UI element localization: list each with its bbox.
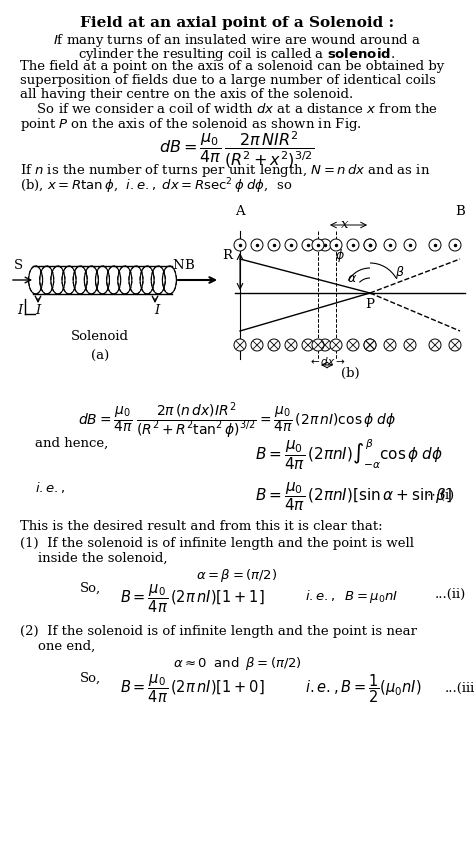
- Circle shape: [364, 339, 376, 351]
- Text: R: R: [222, 249, 232, 261]
- Text: $\alpha = \beta = (\pi/2)$: $\alpha = \beta = (\pi/2)$: [196, 567, 278, 584]
- Circle shape: [429, 239, 441, 251]
- Text: $i.e.,$: $i.e.,$: [35, 480, 65, 495]
- Text: N: N: [172, 259, 184, 272]
- Text: A: A: [235, 205, 245, 218]
- Circle shape: [302, 239, 314, 251]
- Text: point $P$ on the axis of the solenoid as shown in Fig.: point $P$ on the axis of the solenoid as…: [20, 116, 362, 133]
- Circle shape: [347, 339, 359, 351]
- Text: Field at an axial point of a Solenoid :: Field at an axial point of a Solenoid :: [80, 16, 394, 30]
- Text: P: P: [365, 298, 374, 311]
- Circle shape: [384, 239, 396, 251]
- Circle shape: [364, 239, 376, 251]
- Circle shape: [347, 239, 359, 251]
- Circle shape: [429, 339, 441, 351]
- Circle shape: [268, 339, 280, 351]
- Circle shape: [404, 339, 416, 351]
- Circle shape: [285, 239, 297, 251]
- Circle shape: [234, 239, 246, 251]
- Circle shape: [285, 339, 297, 351]
- Text: $i.e., B = \dfrac{1}{2}(\mu_0 nI)$: $i.e., B = \dfrac{1}{2}(\mu_0 nI)$: [305, 672, 421, 704]
- Text: superposition of fields due to a large number of identical coils: superposition of fields due to a large n…: [20, 74, 436, 87]
- Text: x: x: [341, 218, 349, 231]
- Text: The field at a point on the axis of a solenoid can be obtained by: The field at a point on the axis of a so…: [20, 60, 444, 73]
- Text: I: I: [36, 303, 41, 316]
- Circle shape: [330, 239, 342, 251]
- Text: So,: So,: [80, 582, 101, 595]
- Text: I: I: [18, 303, 23, 316]
- Circle shape: [312, 239, 324, 251]
- Circle shape: [319, 239, 331, 251]
- Text: inside the solenoid,: inside the solenoid,: [38, 552, 167, 565]
- Text: $\phi$: $\phi$: [335, 247, 345, 263]
- Circle shape: [449, 339, 461, 351]
- Circle shape: [330, 339, 342, 351]
- Text: $\leftarrow dx\rightarrow$: $\leftarrow dx\rightarrow$: [308, 355, 346, 367]
- Text: ...(iii): ...(iii): [445, 682, 474, 695]
- Circle shape: [404, 239, 416, 251]
- Circle shape: [268, 239, 280, 251]
- Text: B: B: [184, 259, 194, 272]
- Text: I: I: [155, 303, 160, 316]
- Text: So,: So,: [80, 672, 101, 685]
- Text: $i.e.,\;\;B = \mu_0 nI$: $i.e.,\;\;B = \mu_0 nI$: [305, 588, 398, 605]
- Circle shape: [364, 339, 376, 351]
- Text: $\beta$: $\beta$: [395, 263, 405, 280]
- Text: $\cdots$(i): $\cdots$(i): [426, 488, 455, 503]
- Circle shape: [319, 339, 331, 351]
- Text: $dB = \dfrac{\mu_0}{4\pi}\,\dfrac{2\pi\, NIR^2}{(R^2+x^2)^{3/2}}$: $dB = \dfrac{\mu_0}{4\pi}\,\dfrac{2\pi\,…: [159, 130, 315, 171]
- Circle shape: [449, 239, 461, 251]
- Text: So if we consider a coil of width $dx$ at a distance $x$ from the: So if we consider a coil of width $dx$ a…: [20, 102, 438, 116]
- Circle shape: [312, 339, 324, 351]
- Text: B: B: [455, 205, 465, 218]
- Text: $B = \dfrac{\mu_0}{4\pi}\,(2\pi\,nI)[1+0]$: $B = \dfrac{\mu_0}{4\pi}\,(2\pi\,nI)[1+0…: [120, 672, 264, 704]
- Text: S: S: [13, 259, 23, 272]
- Text: $\it{I}$f many turns of an insulated wire are wound around a: $\it{I}$f many turns of an insulated wir…: [53, 32, 421, 49]
- Circle shape: [251, 239, 263, 251]
- Text: This is the desired result and from this it is clear that:: This is the desired result and from this…: [20, 520, 383, 533]
- Text: $B = \dfrac{\mu_0}{4\pi}\,(2\pi nI)\int_{-\alpha}^{\beta}\cos\phi\;d\phi$: $B = \dfrac{\mu_0}{4\pi}\,(2\pi nI)\int_…: [255, 437, 443, 471]
- Text: (1)  If the solenoid is of infinite length and the point is well: (1) If the solenoid is of infinite lengt…: [20, 537, 414, 550]
- Text: and hence,: and hence,: [35, 437, 108, 450]
- Text: $B = \dfrac{\mu_0}{4\pi}\,(2\pi nI)[\sin\alpha + \sin\beta]$: $B = \dfrac{\mu_0}{4\pi}\,(2\pi nI)[\sin…: [255, 480, 452, 512]
- Text: (a): (a): [91, 350, 109, 363]
- Circle shape: [364, 239, 376, 251]
- Text: If $n$ is the number of turns per unit length, $N = n\,dx$ and as in: If $n$ is the number of turns per unit l…: [20, 162, 430, 179]
- Circle shape: [384, 339, 396, 351]
- Text: one end,: one end,: [38, 640, 95, 653]
- Circle shape: [234, 339, 246, 351]
- Circle shape: [251, 339, 263, 351]
- Text: (b), $x = R\tan\phi$,  $i.e.,\; dx = R\sec^2\phi\;d\phi$,  so: (b), $x = R\tan\phi$, $i.e.,\; dx = R\se…: [20, 176, 292, 195]
- Text: (2)  If the solenoid is of infinite length and the point is near: (2) If the solenoid is of infinite lengt…: [20, 625, 417, 638]
- Text: $B = \dfrac{\mu_0}{4\pi}\,(2\pi\,nI)[1+1]$: $B = \dfrac{\mu_0}{4\pi}\,(2\pi\,nI)[1+1…: [120, 582, 264, 614]
- Text: Solenoid: Solenoid: [71, 330, 129, 343]
- Text: (b): (b): [341, 367, 359, 380]
- Circle shape: [302, 339, 314, 351]
- Text: $\alpha$: $\alpha$: [347, 272, 357, 285]
- Text: $dB = \dfrac{\mu_0}{4\pi}\;\dfrac{2\pi\,(n\,dx)IR^2}{(R^2+R^2\tan^2\phi)^{3/2}} : $dB = \dfrac{\mu_0}{4\pi}\;\dfrac{2\pi\,…: [78, 400, 396, 440]
- Text: ...(ii): ...(ii): [435, 588, 466, 601]
- Text: all having their centre on the axis of the solenoid.: all having their centre on the axis of t…: [20, 88, 353, 101]
- Text: cylinder the resulting coil is called a $\bf{solenoid}$.: cylinder the resulting coil is called a …: [79, 46, 395, 63]
- Text: $\alpha \approx 0 \;\; \text{and} \;\; \beta = (\pi/2)$: $\alpha \approx 0 \;\; \text{and} \;\; \…: [173, 655, 301, 672]
